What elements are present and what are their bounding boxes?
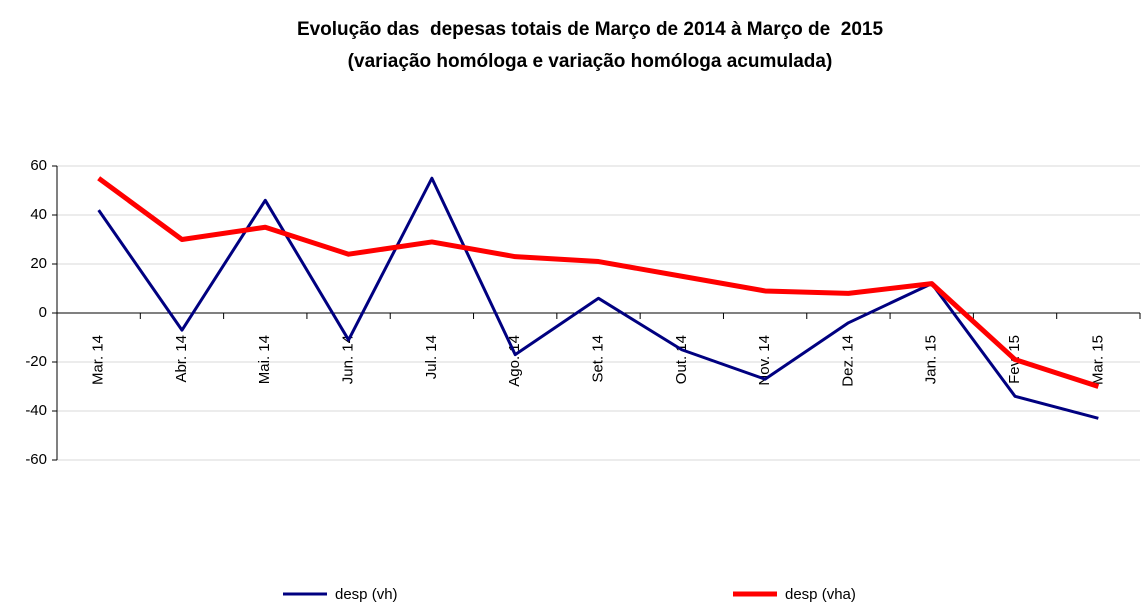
legend-label: desp (vha) — [785, 586, 856, 603]
x-tick-label: Jul. 14 — [423, 335, 440, 379]
y-tick-label: -60 — [25, 451, 47, 468]
y-tick-label: -20 — [25, 353, 47, 370]
x-tick-label: Mar. 15 — [1089, 335, 1106, 385]
x-tick-label: Out. 14 — [673, 335, 690, 384]
chart-title: Evolução das depesas totais de Março de … — [297, 19, 884, 40]
x-tick-label: Jan. 15 — [923, 335, 940, 384]
y-tick-label: 0 — [39, 304, 47, 321]
x-tick-label: Dez. 14 — [839, 335, 856, 387]
x-tick-label: Mai. 14 — [256, 335, 273, 384]
x-tick-label: Abr. 14 — [173, 335, 190, 383]
x-tick-label: Jun. 14 — [340, 335, 357, 384]
x-tick-label: Mar. 14 — [90, 335, 107, 385]
y-tick-label: 40 — [30, 206, 47, 223]
chart-subtitle: (variação homóloga e variação homóloga a… — [348, 51, 833, 72]
x-tick-label: Nov. 14 — [756, 335, 773, 386]
y-tick-label: -40 — [25, 402, 47, 419]
legend-label: desp (vh) — [335, 586, 398, 603]
series-line — [97, 176, 1100, 389]
y-tick-label: 60 — [30, 157, 47, 174]
x-tick-label: Set. 14 — [589, 335, 606, 383]
y-tick-label: 20 — [30, 255, 47, 272]
